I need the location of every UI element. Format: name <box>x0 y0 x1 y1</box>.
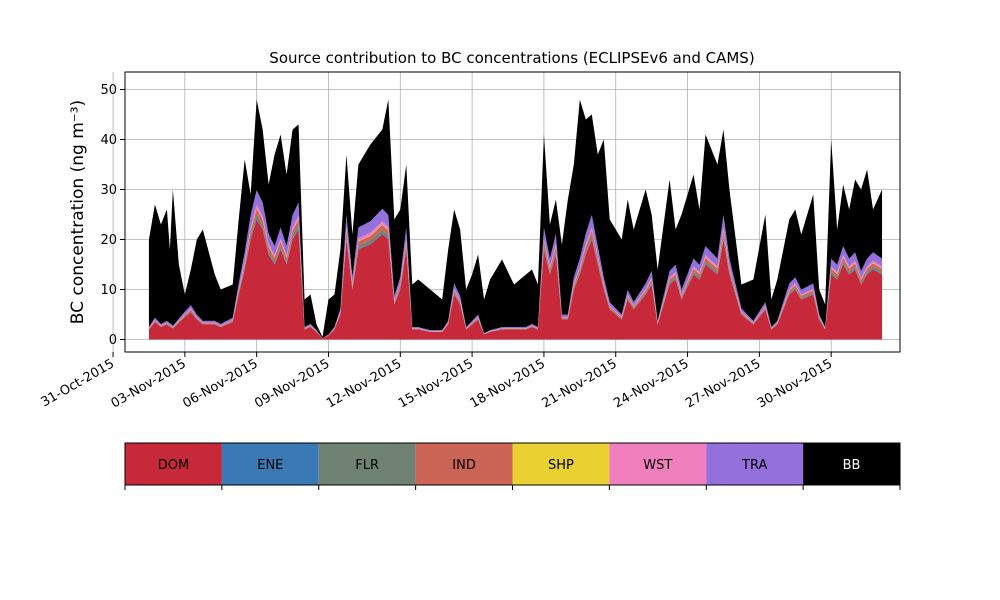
plot-frame <box>124 71 901 353</box>
area-wst <box>148 204 883 339</box>
legend-label-bb: BB <box>843 458 861 473</box>
legend-swatch-shp <box>512 443 610 485</box>
y-tick-label: 0 <box>109 333 117 348</box>
y-tick-label: 50 <box>100 83 117 98</box>
area-ind <box>148 208 883 339</box>
y-axis-label: BC concentration (ng m⁻³) <box>68 100 88 324</box>
area-bb <box>148 99 883 339</box>
legend-label-dom: DOM <box>158 458 189 473</box>
legend-swatch-ene <box>221 443 319 485</box>
legend-label-flr: FLR <box>355 458 379 473</box>
area-tra <box>148 190 883 339</box>
area-flr <box>148 214 883 339</box>
colorbar-legend: DOM ENE FLR IND SHP WST TRA BB <box>124 442 901 490</box>
legend-label-ind: IND <box>452 458 476 473</box>
stacked-areas <box>148 99 883 340</box>
y-axis: 0 10 20 30 40 50 <box>100 83 125 348</box>
y-tick-label: 30 <box>100 183 117 198</box>
legend-label-wst: WST <box>643 458 672 473</box>
chart-title: Source contribution to BC concentrations… <box>269 49 754 67</box>
legend-swatch-flr <box>318 443 416 485</box>
y-tick-label: 40 <box>100 133 117 148</box>
legend-swatch-wst <box>609 443 707 485</box>
y-tick-label: 20 <box>100 233 117 248</box>
area-dom <box>148 219 883 340</box>
y-tick-label: 10 <box>100 283 117 298</box>
legend-label-shp: SHP <box>548 458 574 473</box>
legend-swatch-tra <box>706 443 804 485</box>
legend-label-tra: TRA <box>741 458 767 473</box>
legend-swatch-ind <box>415 443 513 485</box>
legend-swatch-dom <box>125 443 222 485</box>
legend-label-ene: ENE <box>257 458 283 473</box>
legend-swatch-bb <box>803 443 900 485</box>
